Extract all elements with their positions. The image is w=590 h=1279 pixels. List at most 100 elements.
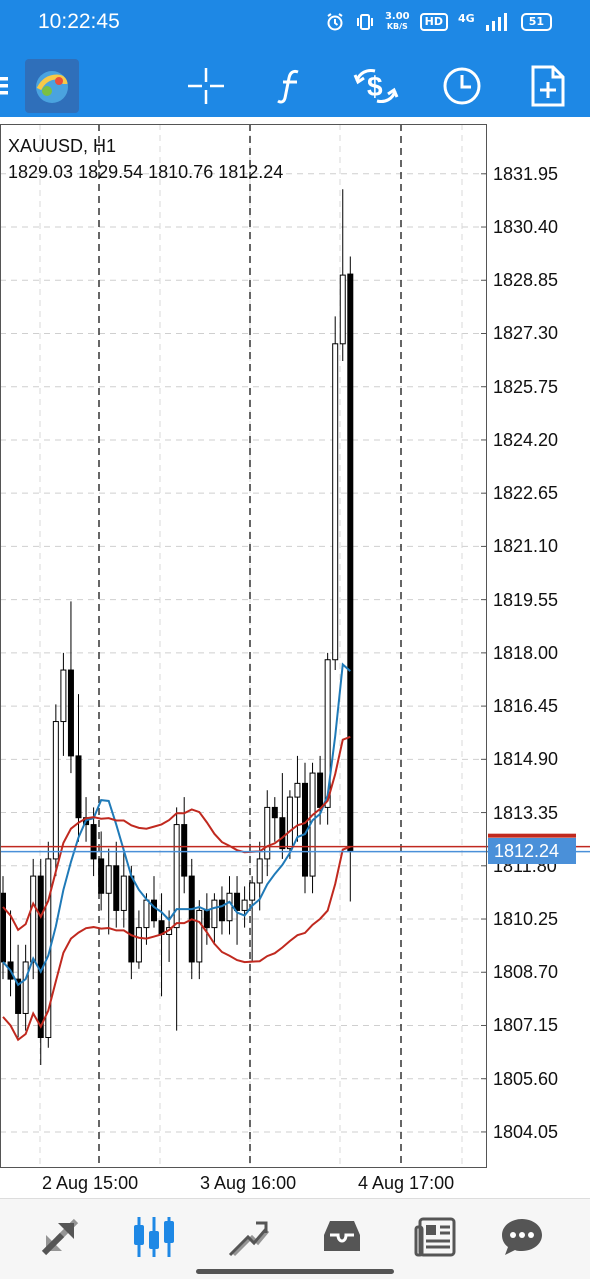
x-tick-label: 4 Aug 17:00 bbox=[358, 1173, 455, 1193]
x-tick-label: 3 Aug 16:00 bbox=[200, 1173, 297, 1193]
battery-indicator: 51 bbox=[520, 13, 552, 31]
candle-body bbox=[135, 927, 142, 963]
new-document-icon bbox=[531, 65, 565, 107]
candle-body bbox=[181, 824, 188, 877]
y-tick-label: 1816.45 bbox=[493, 696, 559, 717]
y-tick-label: 1831.95 bbox=[493, 163, 559, 184]
candle-body bbox=[37, 875, 44, 1038]
new-order-button[interactable] bbox=[520, 58, 576, 114]
candle-body bbox=[256, 858, 263, 884]
candle-body bbox=[347, 273, 354, 852]
function-icon bbox=[277, 69, 299, 104]
candle-body bbox=[15, 978, 22, 1014]
status-icons: 3.00 KB/S HD 4G 51 bbox=[325, 12, 552, 32]
y-tick-label: 1813.35 bbox=[493, 802, 559, 823]
alarm-icon bbox=[327, 13, 343, 31]
news-icon bbox=[414, 1217, 456, 1257]
currency-exchange-icon: $ bbox=[353, 69, 399, 103]
quotes-icon bbox=[41, 1218, 79, 1256]
candle-body bbox=[234, 892, 241, 911]
candle-body bbox=[60, 669, 67, 723]
candle-body bbox=[75, 755, 82, 819]
crosshair-button[interactable] bbox=[178, 58, 234, 114]
band-lower bbox=[2, 845, 351, 1042]
y-tick-label: 1822.65 bbox=[493, 483, 559, 504]
candle-body bbox=[264, 806, 271, 860]
trade-icon bbox=[228, 1221, 270, 1257]
candle-body bbox=[22, 961, 29, 1014]
history-icon bbox=[324, 1221, 360, 1251]
indicators-button[interactable] bbox=[262, 58, 318, 114]
chart-candles-icon bbox=[134, 1217, 174, 1257]
candle-body bbox=[249, 882, 256, 901]
bottom-navigation bbox=[0, 1198, 590, 1279]
signal-icon bbox=[485, 13, 507, 31]
candle-body bbox=[211, 899, 218, 929]
svg-text:$: $ bbox=[367, 71, 383, 102]
clock-icon bbox=[443, 67, 481, 105]
candle-body bbox=[52, 721, 59, 860]
metatrader-logo-icon bbox=[25, 59, 79, 113]
plot-frame bbox=[0, 124, 487, 1168]
y-tick-label: 1804.05 bbox=[493, 1121, 559, 1142]
candle-body bbox=[271, 806, 278, 819]
candle-body bbox=[339, 274, 346, 345]
network-speed: 3.00 KB/S bbox=[385, 12, 410, 32]
candle-body bbox=[120, 875, 127, 911]
candle-body bbox=[279, 817, 286, 850]
vibrate-icon bbox=[356, 14, 373, 30]
chat-icon bbox=[502, 1219, 542, 1255]
y-tick-label: 1821.10 bbox=[493, 536, 559, 557]
candle-body bbox=[294, 782, 301, 798]
candle-body bbox=[286, 796, 293, 850]
y-tick-label: 1828.85 bbox=[493, 270, 559, 291]
candle-body bbox=[317, 772, 324, 808]
y-tick-label: 1830.40 bbox=[493, 217, 559, 238]
y-tick-label: 1819.55 bbox=[493, 589, 559, 610]
ohlc-readout: 1829.03 1829.54 1810.76 1812.24 bbox=[8, 162, 284, 182]
x-tick-label: 2 Aug 15:00 bbox=[42, 1173, 139, 1193]
symbol-label: XAUUSD, H1 bbox=[8, 136, 117, 156]
nav-chart[interactable] bbox=[130, 1213, 178, 1261]
timeframe-button[interactable] bbox=[434, 58, 490, 114]
app-logo[interactable] bbox=[24, 58, 80, 114]
speed-unit: KB/S bbox=[386, 22, 408, 31]
home-indicator[interactable] bbox=[196, 1269, 394, 1274]
ma-line bbox=[2, 662, 351, 987]
ask-marker bbox=[488, 833, 576, 838]
nav-history[interactable] bbox=[318, 1213, 366, 1261]
nav-chat[interactable] bbox=[498, 1213, 546, 1261]
candle-body bbox=[241, 899, 248, 911]
nav-quotes[interactable] bbox=[36, 1213, 84, 1261]
y-tick-label: 1825.75 bbox=[493, 376, 559, 397]
y-tick-label: 1824.20 bbox=[493, 429, 559, 450]
y-tick-label: 1805.60 bbox=[493, 1068, 559, 1089]
nav-trade[interactable] bbox=[224, 1213, 272, 1261]
hd-badge: HD bbox=[419, 13, 448, 31]
nav-news[interactable] bbox=[412, 1213, 460, 1261]
price-chart[interactable] bbox=[0, 124, 590, 1196]
menu-button[interactable] bbox=[0, 58, 20, 114]
chart-area[interactable]: XAUUSD, H1 1829.03 1829.54 1810.76 1812.… bbox=[0, 124, 590, 1196]
speed-value: 3.00 bbox=[384, 11, 410, 22]
current-price-badge: 1812.24 bbox=[488, 837, 576, 864]
trade-button[interactable]: $ bbox=[348, 58, 404, 114]
candle-body bbox=[332, 343, 339, 661]
y-tick-label: 1810.25 bbox=[493, 909, 559, 930]
menu-icon bbox=[0, 77, 8, 95]
y-tick-label: 1827.30 bbox=[493, 323, 559, 344]
crosshair-icon bbox=[188, 68, 224, 104]
candle-body bbox=[98, 858, 105, 894]
chart-toolbar: $ bbox=[0, 58, 590, 114]
top-app-bar: 10:22:45 3.00 KB/S HD 4G 51 $ bbox=[0, 0, 590, 117]
candle-body bbox=[90, 824, 97, 860]
candle-body bbox=[151, 899, 157, 922]
y-tick-label: 1814.90 bbox=[493, 749, 559, 770]
y-tick-label: 1807.15 bbox=[493, 1015, 559, 1036]
candle-body bbox=[105, 865, 112, 894]
candle-body bbox=[218, 899, 225, 922]
y-tick-label: 1808.70 bbox=[493, 962, 559, 983]
status-time: 10:22:45 bbox=[38, 10, 120, 33]
network-type: 4G bbox=[458, 11, 475, 25]
y-tick-label: 1818.00 bbox=[493, 642, 559, 663]
